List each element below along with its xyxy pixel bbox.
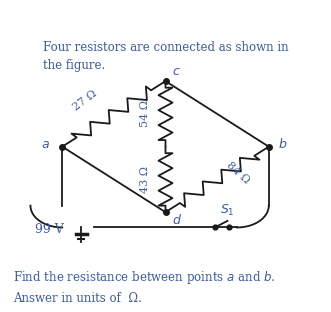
Text: Four resistors are connected as shown in
the figure.: Four resistors are connected as shown in… <box>43 41 288 72</box>
Text: 99 V: 99 V <box>35 223 64 236</box>
Text: $d$: $d$ <box>172 213 182 227</box>
Text: Find the resistance between points $a$ and $b$.
Answer in units of  Ω.: Find the resistance between points $a$ a… <box>13 269 275 305</box>
Text: $b$: $b$ <box>278 138 288 151</box>
Text: 84 Ω: 84 Ω <box>224 160 251 186</box>
Text: 27 Ω: 27 Ω <box>71 89 99 113</box>
Text: $S_1$: $S_1$ <box>220 202 235 218</box>
Text: $c$: $c$ <box>172 65 180 78</box>
Text: 43 Ω: 43 Ω <box>140 166 150 193</box>
Text: 54 Ω: 54 Ω <box>140 100 150 127</box>
Text: $a$: $a$ <box>41 138 50 151</box>
